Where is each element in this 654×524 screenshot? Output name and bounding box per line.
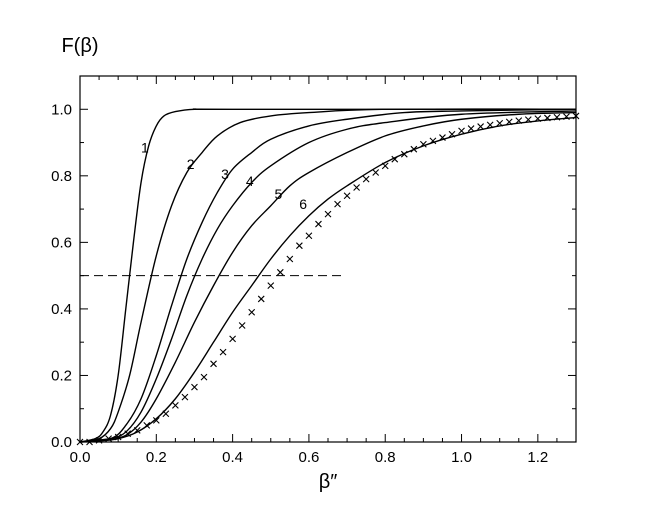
x-tick-label: 1.2	[527, 449, 548, 466]
data-marker	[486, 121, 494, 129]
data-marker	[400, 150, 408, 158]
series-line-3	[79, 108, 577, 443]
data-marker	[105, 435, 113, 443]
data-marker	[563, 113, 570, 120]
data-marker	[458, 127, 465, 135]
data-marker	[381, 162, 389, 170]
x-tick-label: 0.0	[70, 449, 91, 466]
data-marker	[534, 115, 542, 122]
data-marker	[353, 184, 361, 191]
plot-lines	[79, 108, 577, 443]
y-tick-label: 0.2	[51, 367, 72, 384]
data-marker	[210, 360, 217, 368]
data-marker	[248, 308, 256, 316]
data-marker	[467, 125, 475, 132]
data-marker	[191, 383, 198, 391]
data-marker	[305, 232, 313, 240]
data-marker	[477, 123, 485, 130]
x-tick-label: 0.8	[375, 449, 396, 466]
y-tick-label: 0.8	[51, 168, 72, 185]
data-marker	[286, 255, 294, 263]
data-marker	[543, 114, 551, 122]
data-marker	[315, 220, 322, 228]
data-marker	[133, 426, 141, 434]
y-tick-label: 0.6	[51, 234, 72, 251]
data-marker	[505, 118, 513, 126]
data-marker	[410, 145, 418, 153]
series-line-1	[79, 108, 576, 443]
curve-label-6: 6	[299, 196, 307, 212]
data-marker	[295, 242, 303, 250]
data-marker	[143, 421, 151, 429]
series-line-6	[79, 116, 577, 443]
y-tick-label: 0.0	[51, 434, 72, 451]
data-marker	[372, 169, 380, 176]
data-marker	[515, 117, 523, 124]
curve-label-3: 3	[221, 166, 229, 182]
data-marker	[257, 295, 265, 303]
data-marker	[276, 268, 284, 276]
data-marker	[496, 119, 504, 127]
data-marker	[524, 116, 532, 123]
data-marker	[439, 134, 446, 141]
x-axis-label: β″	[319, 471, 338, 493]
series-line-4	[79, 110, 577, 443]
data-marker	[219, 348, 227, 356]
data-marker	[171, 402, 179, 409]
data-marker	[238, 322, 246, 329]
curve-label-1: 1	[141, 140, 149, 156]
y-axis-ticks: 0.0 0.2 0.4 0.6 0.8 1.0	[51, 75, 576, 451]
data-marker	[114, 433, 122, 441]
curve-labels: 1 2 3 4 56	[141, 140, 307, 213]
data-marker	[152, 416, 160, 424]
series-line-5	[79, 111, 577, 443]
curve-label-2: 2	[187, 156, 195, 172]
data-marker	[448, 130, 456, 138]
data-marker	[334, 200, 341, 208]
data-marker	[124, 430, 132, 438]
series-line-2	[79, 108, 577, 443]
data-marker	[267, 282, 275, 290]
data-marker	[324, 210, 332, 218]
data-marker	[200, 373, 208, 381]
x-tick-label: 1.0	[451, 449, 472, 466]
data-marker	[181, 393, 189, 401]
x-tick-label: 0.4	[222, 449, 243, 466]
data-marker	[362, 175, 370, 183]
data-marker	[162, 410, 170, 418]
y-axis-label: F(β)	[61, 35, 98, 57]
x-axis-ticks: 0.0 0.2 0.4 0.6 0.8 1.0 1.2	[70, 76, 577, 466]
curve-label-5: 5	[275, 186, 283, 202]
data-marker	[419, 140, 427, 148]
curve-label-4: 4	[246, 173, 254, 189]
x-tick-label: 0.6	[298, 449, 319, 466]
y-tick-label: 0.4	[51, 301, 72, 318]
y-tick-label: 1.0	[51, 101, 72, 118]
data-marker	[429, 137, 437, 145]
data-marker	[553, 113, 561, 121]
data-marker	[391, 155, 399, 163]
data-marker	[229, 335, 237, 343]
data-marker	[343, 192, 351, 200]
x-tick-label: 0.2	[146, 449, 167, 466]
